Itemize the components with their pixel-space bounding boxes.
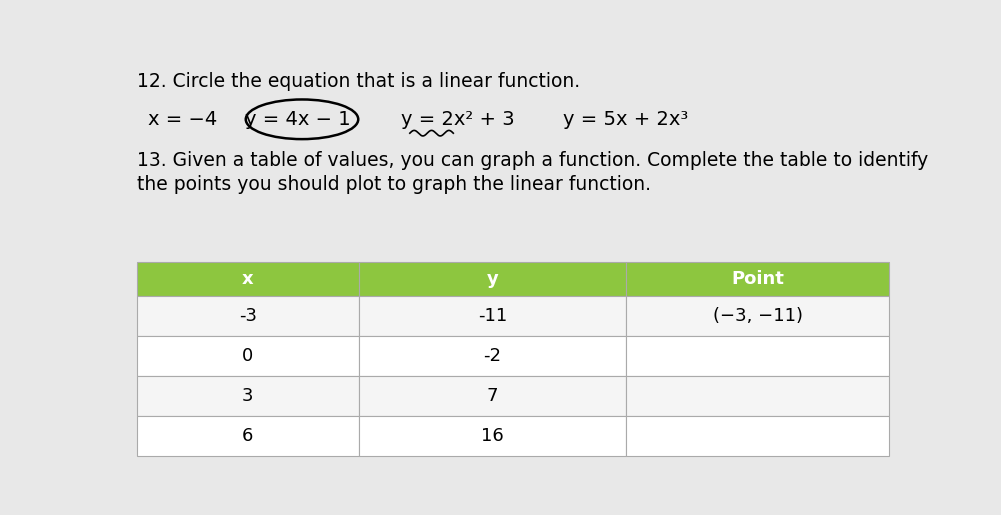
FancyBboxPatch shape — [358, 296, 626, 336]
FancyBboxPatch shape — [358, 376, 626, 416]
Text: y: y — [486, 270, 498, 288]
Text: -2: -2 — [483, 347, 502, 365]
Text: the points you should plot to graph the linear function.: the points you should plot to graph the … — [137, 175, 651, 194]
FancyBboxPatch shape — [137, 336, 358, 376]
FancyBboxPatch shape — [358, 416, 626, 456]
Text: y = 2x² + 3: y = 2x² + 3 — [400, 110, 515, 129]
Text: -11: -11 — [477, 307, 507, 325]
FancyBboxPatch shape — [626, 336, 889, 376]
Text: x: x — [242, 270, 253, 288]
Text: y = 5x + 2x³: y = 5x + 2x³ — [564, 110, 689, 129]
Text: 16: 16 — [480, 427, 504, 445]
Text: -3: -3 — [239, 307, 256, 325]
FancyBboxPatch shape — [626, 262, 889, 296]
FancyBboxPatch shape — [358, 336, 626, 376]
Text: 3: 3 — [242, 387, 253, 405]
Text: 13. Given a table of values, you can graph a function. Complete the table to ide: 13. Given a table of values, you can gra… — [137, 151, 928, 170]
Text: Point: Point — [731, 270, 784, 288]
Text: x = −4: x = −4 — [148, 110, 217, 129]
FancyBboxPatch shape — [137, 296, 358, 336]
Text: 12. Circle the equation that is a linear function.: 12. Circle the equation that is a linear… — [137, 72, 580, 91]
Text: 6: 6 — [242, 427, 253, 445]
FancyBboxPatch shape — [626, 376, 889, 416]
FancyBboxPatch shape — [626, 416, 889, 456]
Text: y = 4x − 1: y = 4x − 1 — [245, 110, 351, 129]
FancyBboxPatch shape — [137, 262, 358, 296]
FancyBboxPatch shape — [626, 296, 889, 336]
FancyBboxPatch shape — [358, 262, 626, 296]
Text: (−3, −11): (−3, −11) — [713, 307, 803, 325]
Text: 0: 0 — [242, 347, 253, 365]
FancyBboxPatch shape — [137, 376, 358, 416]
FancyBboxPatch shape — [137, 416, 358, 456]
Text: 7: 7 — [486, 387, 498, 405]
